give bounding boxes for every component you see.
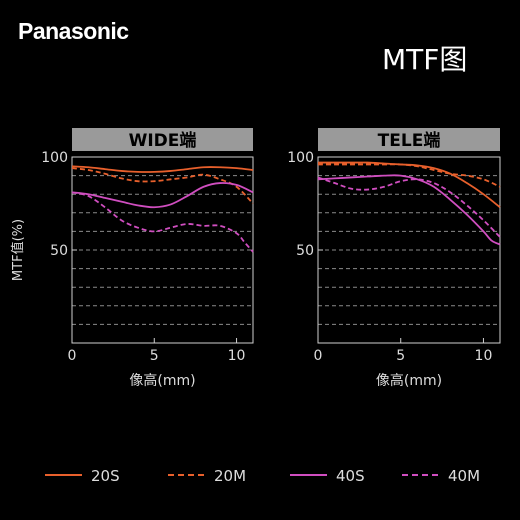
legend: 20S 20M 40S 40M xyxy=(45,467,480,485)
x-tick-label: 5 xyxy=(396,348,405,364)
page-title: MTF图 xyxy=(382,43,468,76)
series-line-20s xyxy=(71,165,254,173)
panel-title: WIDE端 xyxy=(129,130,197,151)
series-line-40m xyxy=(317,176,501,238)
x-tick-label: 0 xyxy=(314,348,323,364)
series-line-20m xyxy=(317,163,501,188)
legend-label: 40S xyxy=(336,467,365,485)
x-tick-label: 10 xyxy=(475,348,493,364)
x-tick-label: 5 xyxy=(150,348,159,364)
x-tick-label: 0 xyxy=(68,348,77,364)
series-line-20s xyxy=(317,161,501,208)
brand-logo: Panasonic xyxy=(18,18,129,44)
x-tick-label: 10 xyxy=(228,348,246,364)
plot-frame xyxy=(71,156,254,344)
series-line-40s xyxy=(317,174,501,246)
y-tick-label: 100 xyxy=(287,150,314,166)
legend-label: 20S xyxy=(91,467,120,485)
y-tick-label: 100 xyxy=(41,150,68,166)
series-line-40s xyxy=(71,182,254,209)
series-line-40m xyxy=(71,191,254,253)
legend-label: 40M xyxy=(448,467,480,485)
chart-panel-wide: WIDE端 0 5 10 50 100 像高(mm) MTF值(%) xyxy=(10,128,254,389)
legend-label: 20M xyxy=(214,467,246,485)
x-axis-label: 像高(mm) xyxy=(376,372,442,389)
chart-panel-tele: TELE端 0 5 10 50 100 像高(mm) xyxy=(287,128,501,389)
x-axis-label: 像高(mm) xyxy=(129,372,195,389)
y-axis-label: MTF值(%) xyxy=(10,219,26,281)
panel-title-bar xyxy=(318,128,500,151)
y-tick-label: 50 xyxy=(50,243,68,259)
panel-title-bar xyxy=(72,128,253,151)
y-tick-label: 50 xyxy=(296,243,314,259)
panel-title: TELE端 xyxy=(378,130,441,151)
series-line-20m xyxy=(71,167,254,205)
